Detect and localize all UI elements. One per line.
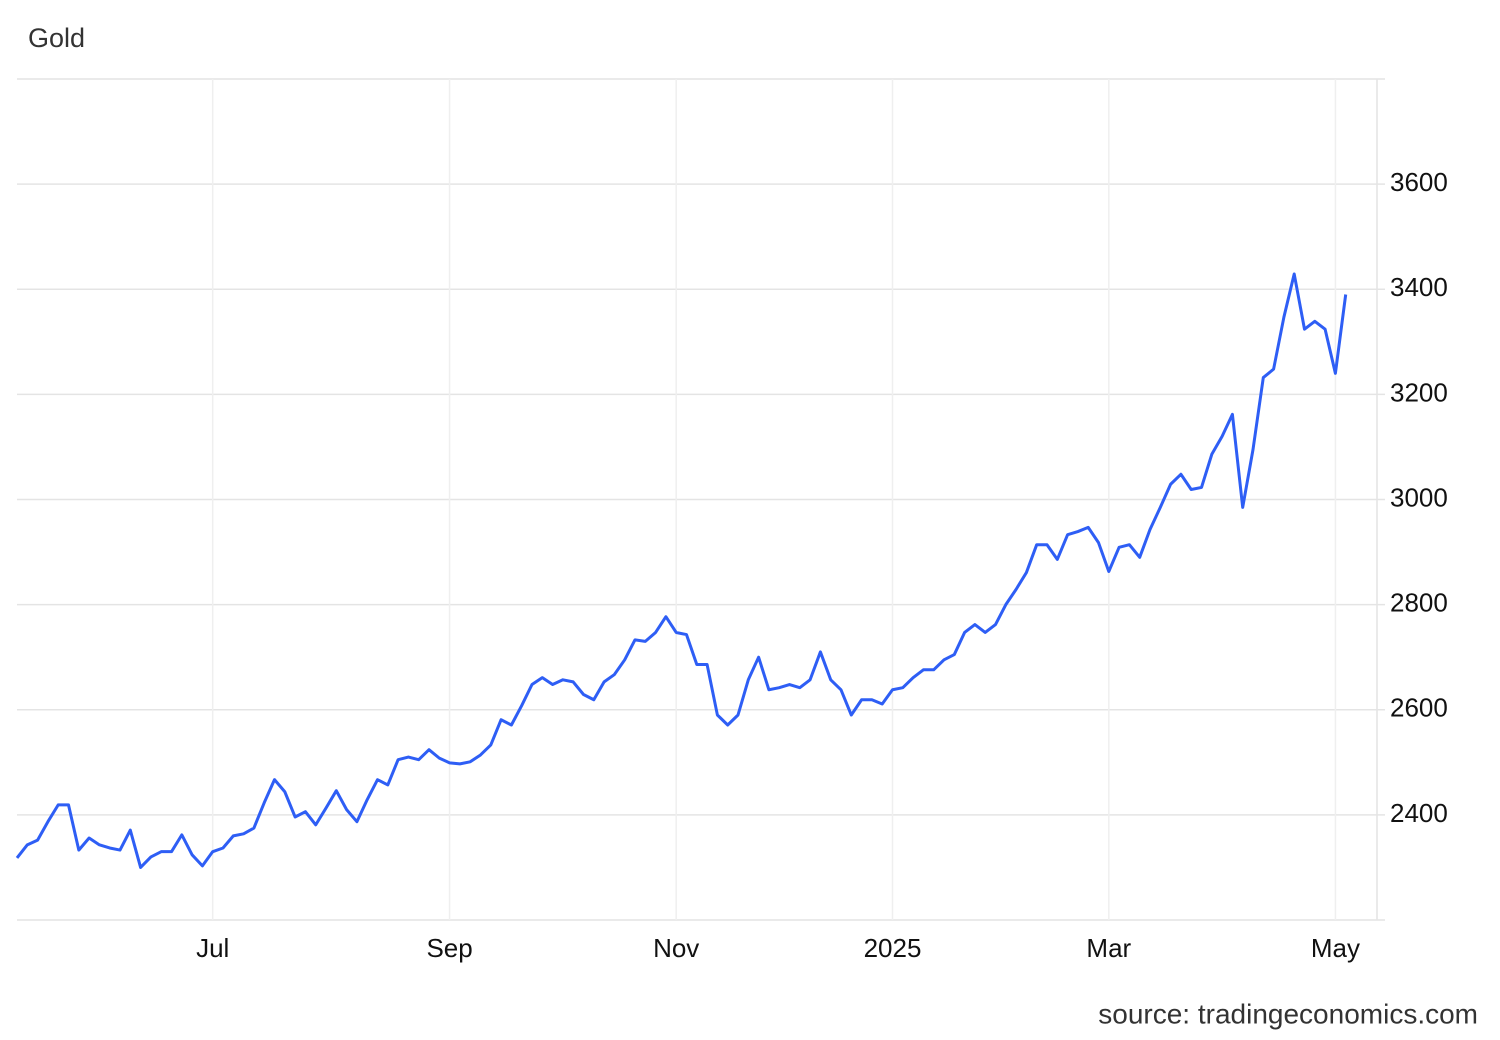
x-tick-label: Nov: [653, 933, 699, 963]
y-tick-label: 3400: [1390, 272, 1448, 302]
x-tick-label: 2025: [864, 933, 922, 963]
x-tick-label: Mar: [1086, 933, 1131, 963]
y-tick-label: 3600: [1390, 167, 1448, 197]
y-tick-label: 3200: [1390, 377, 1448, 407]
x-tick-label: May: [1311, 933, 1360, 963]
x-tick-label: Sep: [426, 933, 472, 963]
chart-title: Gold: [28, 23, 85, 53]
y-tick-label: 3000: [1390, 482, 1448, 512]
price-line: [15, 272, 1348, 869]
y-tick-label: 2800: [1390, 588, 1448, 618]
y-tick-label: 2400: [1390, 798, 1448, 828]
source-note: source: tradingeconomics.com: [1098, 998, 1478, 1029]
x-tick-label: Jul: [196, 933, 229, 963]
y-tick-label: 2600: [1390, 693, 1448, 723]
